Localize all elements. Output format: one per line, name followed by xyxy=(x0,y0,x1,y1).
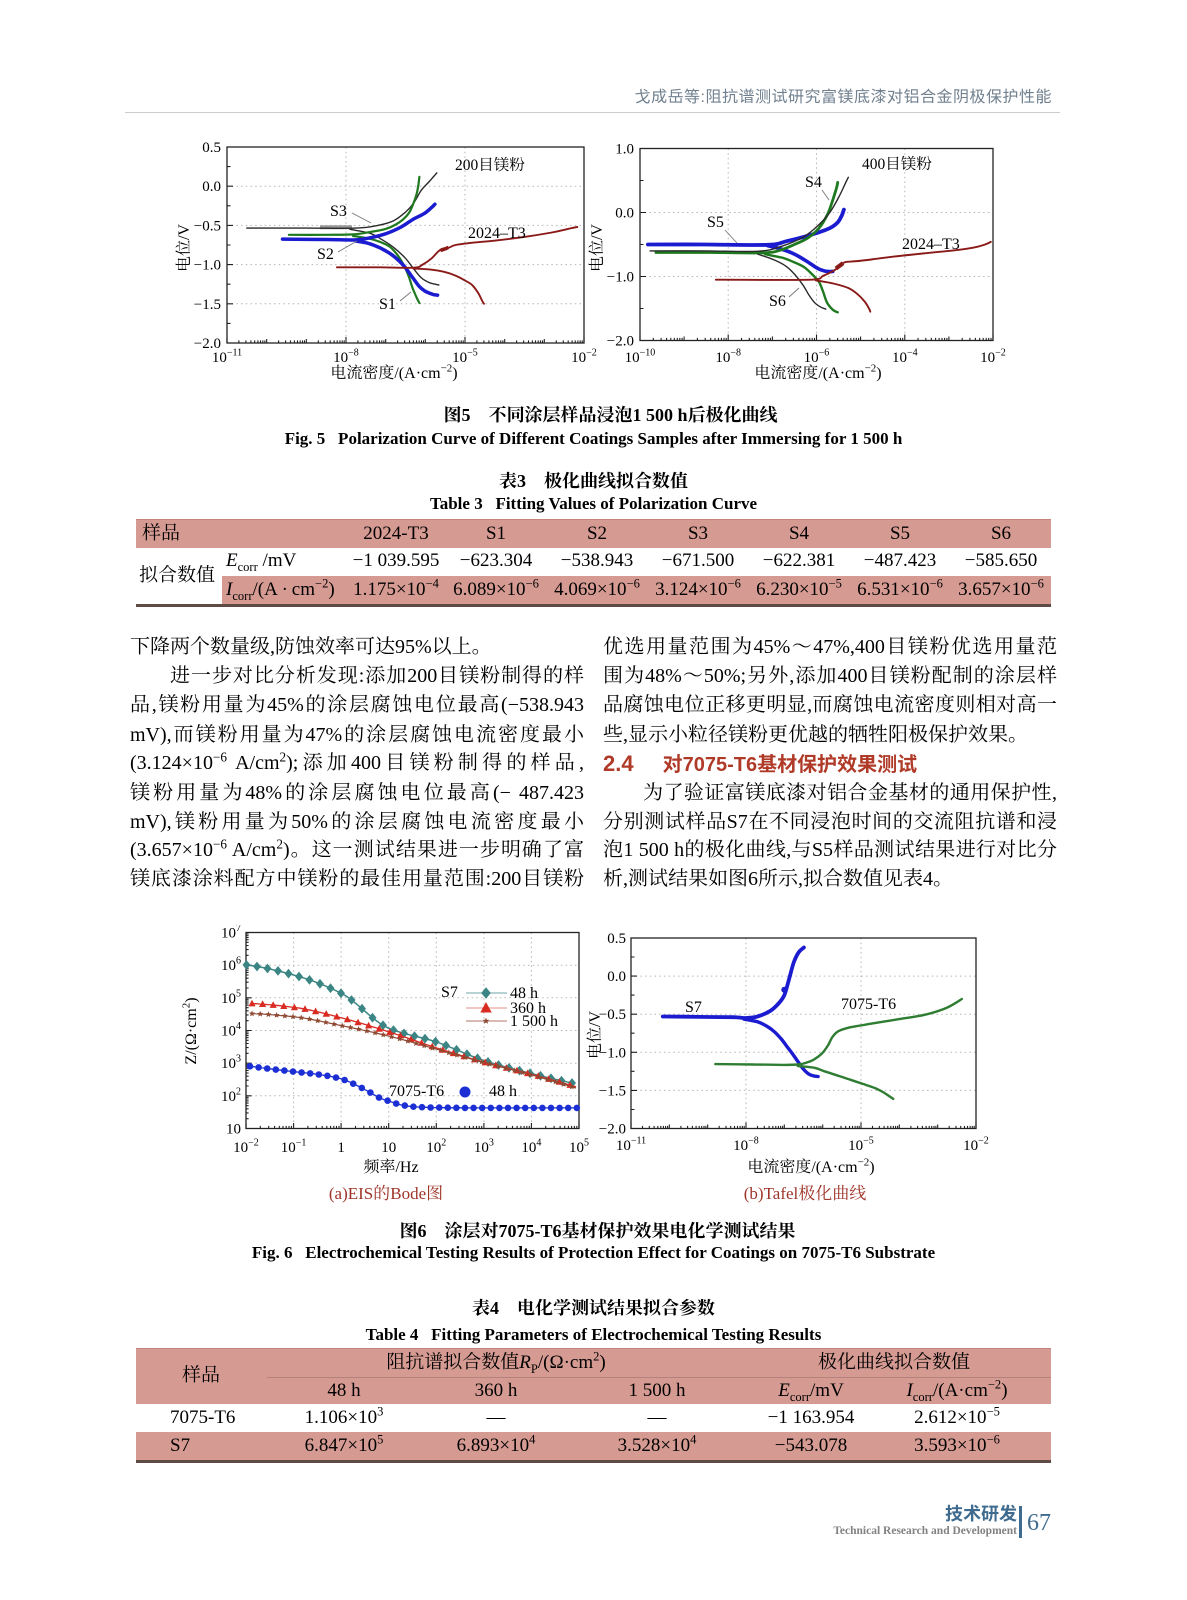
svg-text:2024–T3: 2024–T3 xyxy=(468,225,526,242)
svg-text:360 h: 360 h xyxy=(510,1000,546,1017)
svg-text:48 h: 48 h xyxy=(510,985,538,1002)
svg-text:S3: S3 xyxy=(330,203,347,220)
svg-text:10−8: 10−8 xyxy=(715,348,741,367)
svg-text:−2.0: −2.0 xyxy=(607,334,634,350)
svg-text:S6: S6 xyxy=(769,293,786,310)
svg-text:103: 103 xyxy=(474,1138,494,1157)
svg-text:10−11: 10−11 xyxy=(616,1136,646,1155)
svg-text:7075-T6: 7075-T6 xyxy=(389,1083,444,1100)
svg-text:103: 103 xyxy=(221,1054,241,1073)
svg-text:10−10: 10−10 xyxy=(625,348,656,367)
svg-text:10−5: 10−5 xyxy=(848,1136,874,1155)
svg-text:107: 107 xyxy=(221,925,241,942)
svg-text:−1.0: −1.0 xyxy=(194,258,221,274)
svg-text:S2: S2 xyxy=(317,246,334,263)
svg-text:10−6: 10−6 xyxy=(804,348,830,367)
svg-text:48 h: 48 h xyxy=(489,1083,517,1100)
svg-text:电流密度/(A·cm−2): 电流密度/(A·cm−2) xyxy=(747,1157,874,1177)
svg-text:10−2: 10−2 xyxy=(233,1138,259,1157)
svg-text:−2.0: −2.0 xyxy=(599,1122,626,1138)
svg-text:7075-T6: 7075-T6 xyxy=(841,996,896,1013)
svg-text:102: 102 xyxy=(221,1086,241,1105)
svg-text:0.0: 0.0 xyxy=(202,179,221,195)
svg-text:10−2: 10−2 xyxy=(571,348,597,367)
svg-text:−1.0: −1.0 xyxy=(607,270,634,286)
svg-text:电位/V: 电位/V xyxy=(586,1011,604,1059)
svg-text:102: 102 xyxy=(426,1138,446,1157)
svg-text:10−5: 10−5 xyxy=(452,348,478,367)
svg-text:S1: S1 xyxy=(379,296,396,313)
svg-text:−0.5: −0.5 xyxy=(599,1007,626,1023)
svg-text:S4: S4 xyxy=(805,174,822,191)
svg-text:频率/Hz: 频率/Hz xyxy=(363,1158,418,1176)
svg-text:10−4: 10−4 xyxy=(892,348,918,367)
svg-text:200目镁粉: 200目镁粉 xyxy=(455,156,525,174)
svg-text:105: 105 xyxy=(221,988,241,1007)
svg-text:105: 105 xyxy=(569,1138,589,1157)
svg-text:1: 1 xyxy=(337,1140,345,1156)
svg-text:电流密度/(A·cm−2): 电流密度/(A·cm−2) xyxy=(330,363,457,383)
svg-text:104: 104 xyxy=(221,1021,241,1040)
svg-text:电位/V: 电位/V xyxy=(588,224,606,272)
svg-text:10−8: 10−8 xyxy=(733,1136,759,1155)
svg-text:−0.5: −0.5 xyxy=(194,218,221,234)
svg-text:10: 10 xyxy=(226,1122,241,1138)
svg-text:10−2: 10−2 xyxy=(963,1136,989,1155)
svg-text:−1.5: −1.5 xyxy=(194,297,221,313)
svg-text:10−8: 10−8 xyxy=(333,348,359,367)
svg-text:2024–T3: 2024–T3 xyxy=(902,236,960,253)
svg-text:Z/(Ω·cm2): Z/(Ω·cm2) xyxy=(181,997,201,1064)
svg-text:1.0: 1.0 xyxy=(615,142,634,158)
svg-text:1 500 h: 1 500 h xyxy=(510,1013,558,1030)
svg-text:−1.0: −1.0 xyxy=(599,1045,626,1061)
svg-text:10: 10 xyxy=(381,1140,396,1156)
svg-text:10−2: 10−2 xyxy=(980,348,1006,367)
svg-text:104: 104 xyxy=(521,1138,541,1157)
svg-text:−2.0: −2.0 xyxy=(194,336,221,352)
svg-text:0.5: 0.5 xyxy=(607,931,626,947)
svg-text:10−1: 10−1 xyxy=(281,1138,307,1157)
svg-text:400目镁粉: 400目镁粉 xyxy=(862,155,932,173)
svg-text:−1.5: −1.5 xyxy=(599,1083,626,1099)
svg-text:S5: S5 xyxy=(707,214,724,231)
svg-text:106: 106 xyxy=(221,956,241,975)
svg-text:S7: S7 xyxy=(685,999,702,1016)
svg-text:电流密度/(A·cm−2): 电流密度/(A·cm−2) xyxy=(754,363,881,383)
svg-text:S7: S7 xyxy=(441,984,458,1001)
svg-text:0.0: 0.0 xyxy=(615,206,634,222)
svg-text:0.5: 0.5 xyxy=(202,140,221,156)
svg-text:电位/V: 电位/V xyxy=(175,224,193,272)
svg-text:0.0: 0.0 xyxy=(607,969,626,985)
svg-text:10−11: 10−11 xyxy=(212,348,242,367)
